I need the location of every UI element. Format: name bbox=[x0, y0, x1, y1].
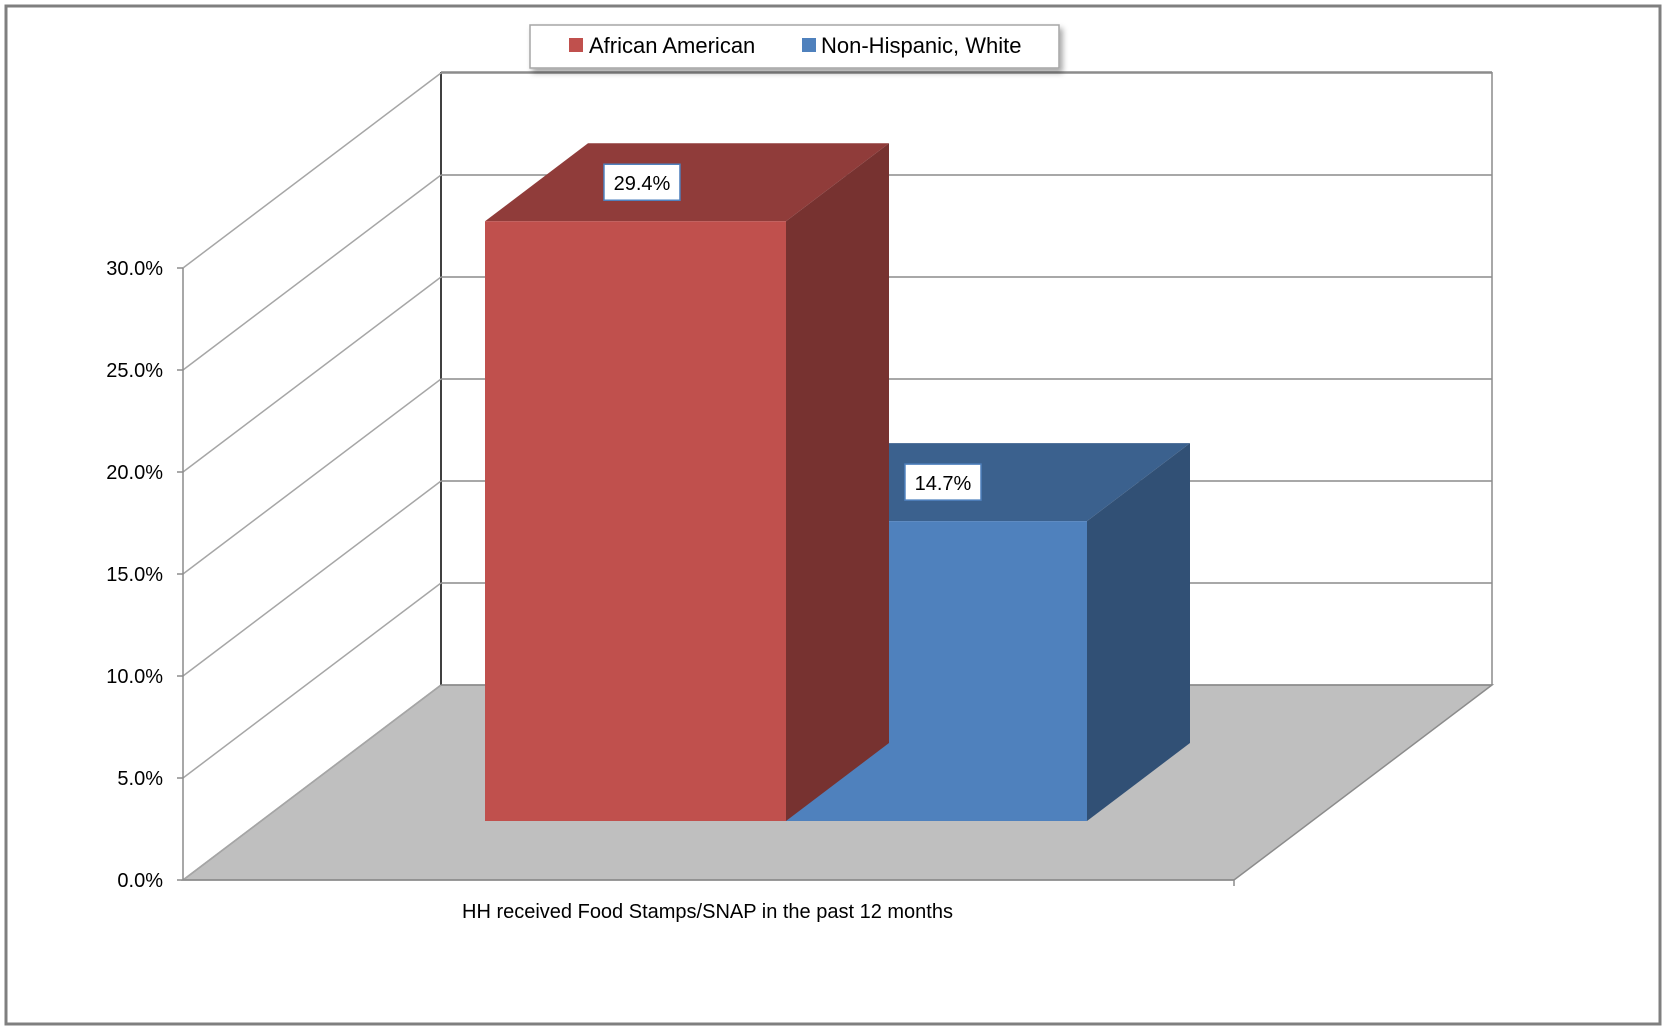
side-gridline-4 bbox=[182, 276, 442, 473]
side-gridline-3 bbox=[182, 378, 442, 575]
legend-label: Non-Hispanic, White bbox=[821, 33, 1022, 58]
data-label-box bbox=[904, 463, 982, 501]
legend-box-group bbox=[529, 24, 1060, 69]
legend-item: Non-Hispanic, White bbox=[802, 33, 1022, 58]
data-label: 14.7% bbox=[904, 463, 982, 501]
legend-swatch bbox=[569, 38, 583, 52]
y-tick-label: 10.0% bbox=[106, 666, 163, 688]
legend-label: African American bbox=[589, 33, 755, 58]
data-label-value: 29.4% bbox=[614, 173, 671, 195]
legend-item: African American bbox=[569, 33, 755, 58]
side-gridline-0 bbox=[182, 684, 442, 881]
y-tick-label: 15.0% bbox=[106, 564, 163, 586]
bar-side-face bbox=[1087, 443, 1190, 821]
bar-front-face bbox=[485, 221, 786, 822]
y-tick-label: 30.0% bbox=[106, 258, 163, 280]
side-gridline-2 bbox=[182, 480, 442, 677]
legend: African American Non-Hispanic, White bbox=[529, 24, 1060, 69]
bar-top-face bbox=[485, 143, 889, 222]
legend-swatch bbox=[802, 38, 816, 52]
x-category-label: HH received Food Stamps/SNAP in the past… bbox=[462, 901, 953, 923]
y-tick-label: 20.0% bbox=[106, 462, 163, 484]
y-tick-label: 25.0% bbox=[106, 360, 163, 382]
bars bbox=[485, 143, 1190, 822]
bar-side-face bbox=[786, 143, 889, 822]
bar-african-american bbox=[485, 143, 889, 822]
y-axis: 0.0% 5.0% 10.0% 15.0% 20.0% 25.0% 30.0% bbox=[106, 258, 184, 892]
x-axis: HH received Food Stamps/SNAP in the past… bbox=[183, 879, 1235, 923]
side-gridline-5 bbox=[182, 174, 442, 371]
data-label-value: 14.7% bbox=[915, 473, 972, 495]
y-tick-label: 0.0% bbox=[117, 870, 163, 892]
data-labels: 29.4% 14.7% bbox=[603, 163, 982, 501]
legend-box bbox=[529, 24, 1060, 69]
data-label: 29.4% bbox=[603, 163, 681, 201]
y-tick-label: 5.0% bbox=[117, 768, 163, 790]
side-gridline-6 bbox=[182, 72, 442, 269]
data-label-box bbox=[603, 163, 681, 201]
side-gridline-1 bbox=[182, 582, 442, 779]
